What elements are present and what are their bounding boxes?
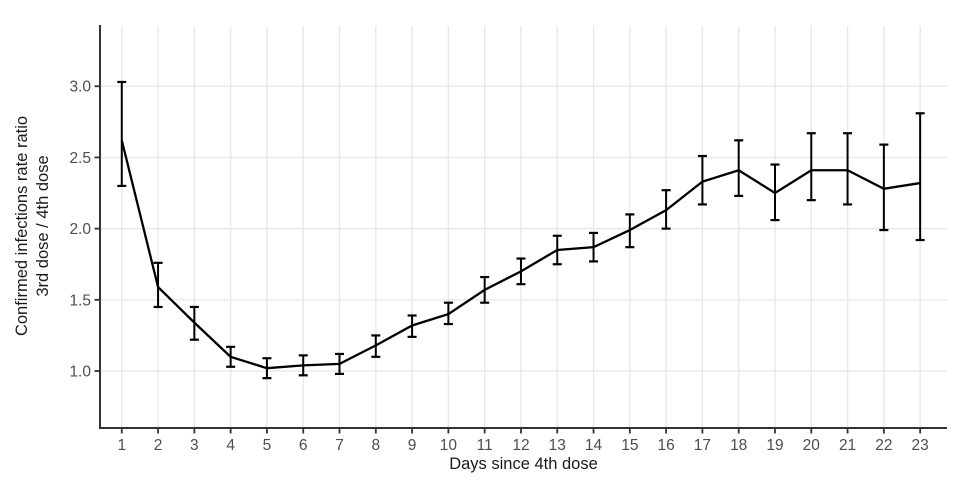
svg-text:17: 17 (694, 437, 711, 454)
x-ticks (120, 429, 922, 434)
svg-text:18: 18 (730, 437, 747, 454)
svg-text:3.0: 3.0 (69, 79, 91, 96)
svg-text:10: 10 (440, 437, 458, 454)
svg-text:2: 2 (154, 437, 163, 454)
svg-text:23: 23 (912, 437, 929, 454)
y-axis-title-line2: 3rd dose / 4th dose (34, 155, 52, 297)
svg-text:6: 6 (299, 437, 308, 454)
trend-line (120, 140, 921, 370)
svg-text:11: 11 (477, 437, 493, 454)
error-bars (117, 80, 925, 380)
svg-text:7: 7 (335, 437, 344, 454)
axes (99, 25, 947, 429)
svg-text:16: 16 (657, 437, 674, 454)
svg-text:1: 1 (117, 437, 126, 454)
svg-text:12: 12 (512, 437, 529, 454)
svg-text:13: 13 (549, 437, 566, 454)
svg-text:1.0: 1.0 (69, 364, 91, 381)
svg-text:14: 14 (585, 437, 603, 454)
svg-text:2.0: 2.0 (69, 221, 91, 238)
svg-text:3: 3 (190, 437, 199, 454)
y-ticks (94, 85, 99, 372)
svg-text:2.5: 2.5 (69, 150, 91, 167)
svg-text:21: 21 (839, 437, 856, 454)
x-axis-title: Days since 4th dose (449, 455, 598, 473)
panel-gridlines (101, 26, 947, 427)
svg-text:20: 20 (803, 437, 821, 454)
svg-text:9: 9 (408, 437, 417, 454)
y-axis-title: Confirmed infections rate ratio 3rd dose… (12, 116, 54, 336)
y-tick-labels: 1.0 1.5 2.0 2.5 3.0 (69, 79, 91, 381)
svg-text:19: 19 (766, 437, 783, 454)
svg-text:22: 22 (875, 437, 892, 454)
svg-text:1.5: 1.5 (69, 292, 91, 309)
svg-text:5: 5 (263, 437, 272, 454)
svg-text:8: 8 (371, 437, 380, 454)
svg-text:4: 4 (226, 437, 235, 454)
y-axis-title-line1: Confirmed infections rate ratio (13, 115, 31, 337)
x-tick-labels: 1 2 3 4 5 6 7 8 9 10 11 12 13 14 15 16 17 18 19 20 21 22 23 (117, 437, 928, 454)
svg-text:15: 15 (621, 437, 638, 454)
